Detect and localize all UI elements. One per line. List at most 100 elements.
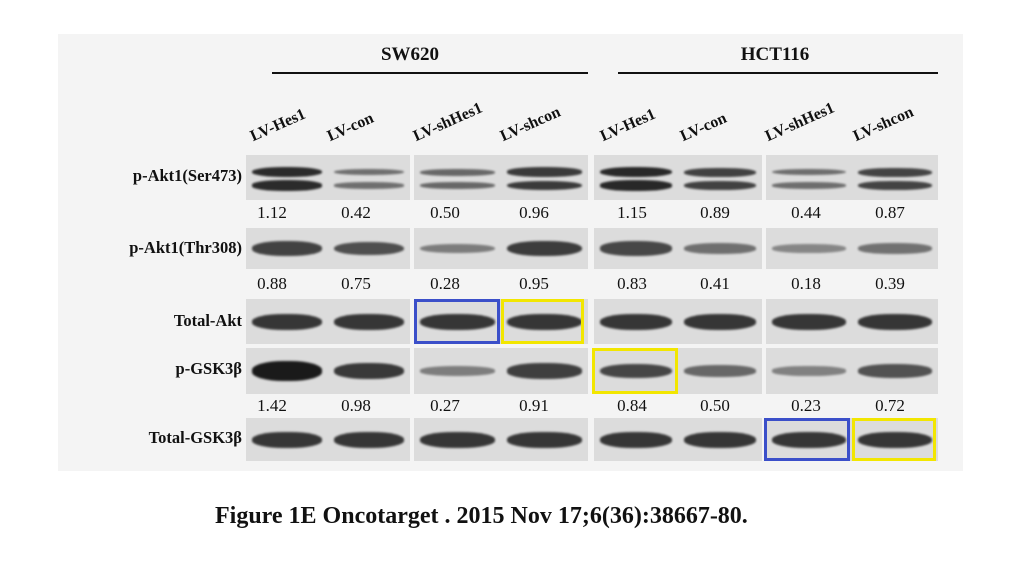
blot-band	[507, 431, 582, 448]
blot-band	[507, 363, 582, 379]
blot-band	[507, 240, 582, 257]
blot-band	[252, 180, 322, 191]
quant-value: 0.39	[875, 274, 905, 293]
blot-strip	[594, 299, 762, 344]
quant-value: 0.91	[519, 396, 549, 415]
blot-strip	[766, 155, 938, 200]
quant-value: 1.12	[257, 203, 287, 222]
row-label-total-akt: Total-Akt	[173, 311, 242, 330]
blot-band	[252, 241, 322, 256]
blot-band	[684, 365, 756, 377]
blot-band	[772, 431, 846, 448]
blot-band	[684, 181, 756, 191]
blot-band	[858, 243, 932, 254]
row-label-p-akt1-ser473: p-Akt1(Ser473)	[132, 166, 242, 185]
blot-band	[420, 168, 495, 176]
group-bracket-sw620	[272, 72, 588, 74]
blot-strip	[594, 418, 762, 461]
blot-band	[334, 313, 404, 330]
blot-strip	[766, 348, 938, 394]
row-label-total-gsk3b: Total-GSK3β	[148, 428, 242, 447]
row-label-p-gsk3b: p-GSK3β	[175, 359, 242, 378]
blot-band	[334, 168, 404, 176]
blot-strip	[414, 418, 588, 461]
blot-strip	[766, 299, 938, 344]
quant-value: 0.41	[700, 274, 730, 293]
blot-band	[600, 180, 672, 191]
blot-band	[507, 180, 582, 191]
blot-band	[684, 167, 756, 177]
blot-band	[772, 313, 846, 330]
quant-value: 1.15	[617, 203, 647, 222]
blot-strip	[414, 155, 588, 200]
blot-strip	[594, 348, 762, 394]
blot-strip	[246, 228, 410, 269]
quant-value: 0.88	[257, 274, 287, 293]
blot-band	[334, 241, 404, 256]
group-title-sw620: SW620	[380, 44, 440, 65]
blot-band	[600, 313, 672, 330]
blot-strip	[594, 155, 762, 200]
blot-strip	[414, 348, 588, 394]
quant-value: 0.44	[791, 203, 821, 222]
blot-band	[858, 167, 932, 177]
blot-band	[334, 431, 404, 448]
blot-strip	[414, 228, 588, 269]
blot-band	[772, 244, 846, 253]
blot-band	[684, 243, 756, 254]
blot-band	[334, 182, 404, 189]
blot-band	[600, 431, 672, 448]
highlight-box-blue	[414, 299, 500, 344]
highlight-box-yellow	[592, 348, 678, 394]
blot-band	[684, 431, 756, 448]
blot-band	[252, 361, 322, 381]
blot-band	[420, 182, 495, 190]
blot-band	[420, 243, 495, 254]
blot-strip	[246, 155, 410, 200]
blot-band	[334, 363, 404, 379]
figure-caption: Figure 1E Oncotarget . 2015 Nov 17;6(36)…	[215, 503, 748, 529]
blot-band	[507, 313, 582, 330]
row-label-p-akt1-thr308: p-Akt1(Thr308)	[129, 238, 242, 257]
quant-value: 0.28	[430, 274, 460, 293]
quant-value: 0.18	[791, 274, 821, 293]
blot-band	[772, 366, 846, 376]
blot-strip	[594, 228, 762, 269]
blot-band	[252, 166, 322, 178]
highlight-box-yellow	[501, 299, 584, 344]
blot-strip	[766, 228, 938, 269]
group-title-hct116: HCT116	[740, 44, 810, 65]
blot-band	[858, 181, 932, 191]
quant-value: 0.89	[700, 203, 730, 222]
quant-value: 0.96	[519, 203, 549, 222]
blot-band	[252, 313, 322, 330]
quant-value: 0.42	[341, 203, 371, 222]
blot-strip	[246, 299, 410, 344]
quant-value: 0.50	[700, 396, 730, 415]
blot-band	[772, 168, 846, 176]
quant-value: 1.42	[257, 396, 287, 415]
blot-strip	[246, 348, 410, 394]
quant-value: 0.50	[430, 203, 460, 222]
blot-band	[507, 167, 582, 177]
quant-value: 0.23	[791, 396, 821, 415]
blot-band	[600, 363, 672, 379]
blot-band	[858, 431, 932, 448]
blot-band	[772, 182, 846, 189]
group-bracket-hct116	[618, 72, 938, 74]
highlight-box-blue	[764, 418, 850, 461]
blot-band	[420, 313, 495, 330]
quant-value: 0.75	[341, 274, 371, 293]
quant-value: 0.83	[617, 274, 647, 293]
quant-value: 0.98	[341, 396, 371, 415]
blot-strip	[246, 418, 410, 461]
highlight-box-yellow	[852, 418, 936, 461]
quant-value: 0.84	[617, 396, 647, 415]
blot-band	[684, 313, 756, 330]
quant-value: 0.72	[875, 396, 905, 415]
blot-band	[858, 364, 932, 378]
blot-band	[600, 166, 672, 178]
quant-value: 0.87	[875, 203, 905, 222]
blot-band	[858, 313, 932, 330]
quant-value: 0.27	[430, 396, 460, 415]
